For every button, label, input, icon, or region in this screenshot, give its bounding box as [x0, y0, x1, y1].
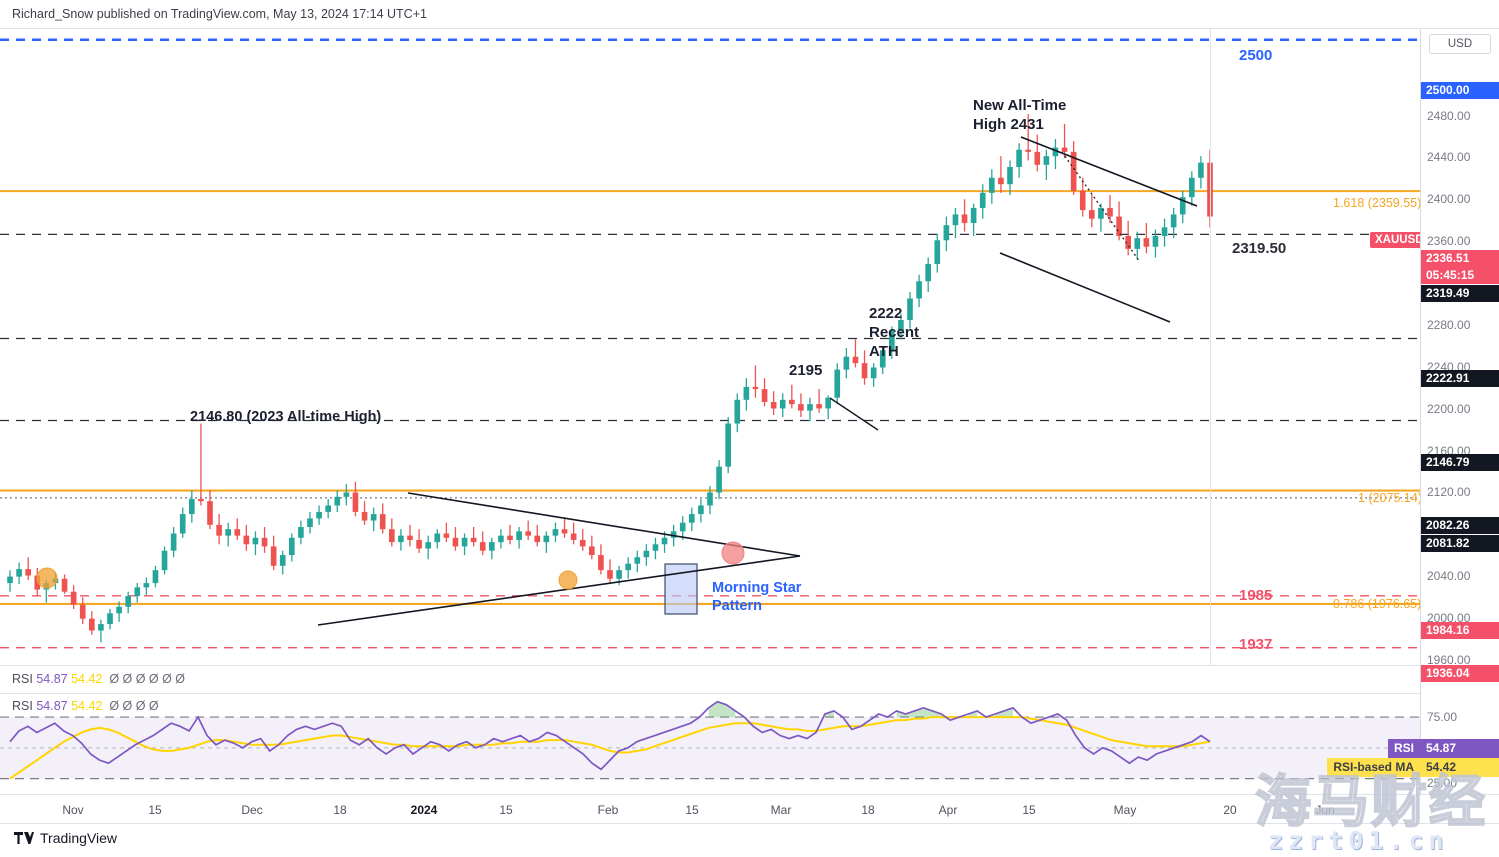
time-tick: 15 — [148, 803, 162, 817]
time-tick: May — [1113, 803, 1137, 817]
price-label-last: 2336.51 — [1421, 250, 1499, 267]
rsi-legend-title: RSI — [12, 672, 33, 686]
rsi-legend-ma-value: 54.42 — [71, 672, 103, 686]
time-tick: 20 — [1223, 803, 1237, 817]
trendline-wedge-lower[interactable] — [999, 252, 1171, 323]
rsi-ma-line — [9, 716, 1211, 780]
symbol-badge[interactable]: XAUUSD — [1370, 232, 1429, 248]
tradingview-brand-label: TradingView — [40, 830, 118, 846]
rsi-pane-legend-marks: Ø Ø Ø Ø — [105, 699, 159, 713]
annotation-morning-star[interactable]: Morning Star Pattern — [712, 580, 802, 615]
rsi-overbought-fill — [896, 707, 942, 718]
time-tick: Jun — [1315, 803, 1335, 817]
time-tick: 18 — [333, 803, 347, 817]
trendline-2195-pennant[interactable] — [829, 397, 879, 431]
price-label-close: 2319.49 — [1421, 285, 1499, 302]
annotation-2146-ath[interactable]: 2146.80 (2023 All-time High) — [190, 409, 382, 425]
annotation-new-ath[interactable]: New All-Time High 2431 — [973, 97, 1067, 133]
price-tick: 2280.00 — [1427, 318, 1471, 332]
publish-credit: Richard_Snow published on TradingView.co… — [12, 7, 427, 21]
price-chart-pane[interactable] — [0, 29, 1420, 665]
rsi-legend-marks: Ø Ø Ø Ø Ø Ø — [105, 672, 186, 686]
rsi-axis-tick: 75.00 — [1427, 710, 1458, 724]
rsi-badge-label: RSI — [1387, 739, 1420, 758]
time-tick: Apr — [938, 803, 958, 817]
rsi-legend-value: 54.87 — [36, 672, 68, 686]
time-tick: 18 — [861, 803, 875, 817]
annotation-2319-50[interactable]: 2319.50 — [1232, 240, 1287, 257]
annotation-1937[interactable]: 1937 — [1239, 636, 1273, 653]
rsi-badge-value: 54.87 — [1420, 739, 1499, 758]
time-tick: Mar — [770, 803, 792, 817]
price-axis[interactable]: USD 2480.00 2440.00 2400.00 2360.00 2280.00 2… — [1420, 29, 1499, 794]
rsi-ma-value-badge: RSI-based MA 54.42 — [1327, 758, 1499, 777]
annotation-2195[interactable]: 2195 — [789, 362, 823, 379]
rsi-pane-legend-title: RSI — [12, 699, 33, 713]
rsi-line — [9, 700, 1211, 771]
time-tick: Feb — [597, 803, 619, 817]
price-tick: 2040.00 — [1427, 569, 1471, 583]
candle-series — [7, 114, 1213, 643]
price-tick: 2360.00 — [1427, 234, 1471, 248]
rsi-legend-strip: RSI 54.87 54.42 Ø Ø Ø Ø Ø Ø — [0, 665, 1420, 694]
price-tick: 1960.00 — [1427, 653, 1471, 667]
time-tick: 2024 — [410, 803, 438, 817]
time-tick: Dec — [241, 803, 263, 817]
annotation-2222-recent-ath[interactable]: 2222 Recent ATH — [869, 305, 920, 360]
currency-selector[interactable]: USD — [1429, 34, 1491, 54]
marker-circle-1[interactable] — [36, 567, 58, 589]
fib-label-0786: 0.786 (1976.65) — [1333, 597, 1422, 611]
rsi-badge-label: RSI-based MA — [1327, 758, 1420, 777]
annotation-1985[interactable]: 1985 — [1239, 587, 1273, 604]
tradingview-logo[interactable]: TradingView — [14, 830, 117, 846]
time-tick: 15 — [685, 803, 699, 817]
fib-label-1618: 1.618 (2359.55) — [1333, 196, 1422, 210]
price-tick: 2480.00 — [1427, 109, 1471, 123]
price-chart-svg — [0, 29, 1420, 665]
rsi-badge-value: 54.42 — [1420, 758, 1499, 777]
price-label-2500: 2500.00 — [1421, 82, 1499, 99]
price-tick: 2000.00 — [1427, 611, 1471, 625]
time-tick: Nov — [62, 803, 84, 817]
price-label-1936: 1936.04 — [1421, 665, 1499, 682]
price-tick: 2120.00 — [1427, 485, 1471, 499]
price-label-2081: 2081.82 — [1421, 535, 1499, 552]
price-tick: 2400.00 — [1427, 192, 1471, 206]
price-label-countdown: 05:45:15 — [1421, 267, 1499, 284]
price-tick: 2440.00 — [1427, 150, 1471, 164]
price-label-2146: 2146.79 — [1421, 454, 1499, 471]
rsi-pane-legend-ma-value: 54.42 — [71, 699, 103, 713]
time-tick: 15 — [499, 803, 513, 817]
time-axis[interactable]: Nov 15 Dec 18 2024 15 Feb 15 Mar 18 Apr 15 May 20 Jun — [0, 794, 1499, 824]
rsi-pane-legend-value: 54.87 — [36, 699, 68, 713]
header-bar: Richard_Snow published on TradingView.co… — [0, 0, 1499, 29]
tradingview-mark-icon — [14, 831, 34, 845]
rsi-overbought-fill — [708, 701, 736, 718]
price-label-2082: 2082.26 — [1421, 517, 1499, 534]
price-label-1984: 1984.16 — [1421, 622, 1499, 639]
rsi-chart-pane[interactable]: RSI 54.87 54.42 Ø Ø Ø Ø — [0, 694, 1420, 794]
trendline-wedge-upper[interactable] — [1020, 136, 1198, 207]
footer-bar: TradingView — [0, 824, 1499, 857]
rsi-chart-svg — [0, 700, 1420, 780]
rsi-legend-row-pane[interactable]: RSI 54.87 54.42 Ø Ø Ø Ø — [12, 699, 159, 713]
price-label-2222: 2222.91 — [1421, 370, 1499, 387]
rsi-band — [0, 717, 1420, 779]
marker-circle-2[interactable] — [558, 570, 578, 590]
marker-circle-3[interactable] — [721, 541, 745, 565]
price-tick: 2200.00 — [1427, 402, 1471, 416]
fib-label-1: 1 (2075.14) — [1358, 491, 1422, 505]
rsi-axis-tick: 25.00 — [1427, 776, 1458, 790]
annotation-2500[interactable]: 2500 — [1239, 47, 1273, 64]
rsi-value-badge: RSI 54.87 — [1387, 739, 1499, 758]
trendline-triangle-lower[interactable] — [317, 555, 801, 626]
time-tick: 15 — [1022, 803, 1036, 817]
rsi-legend-row-top[interactable]: RSI 54.87 54.42 Ø Ø Ø Ø Ø Ø — [12, 672, 185, 686]
tv-glyph-icon — [14, 831, 34, 844]
